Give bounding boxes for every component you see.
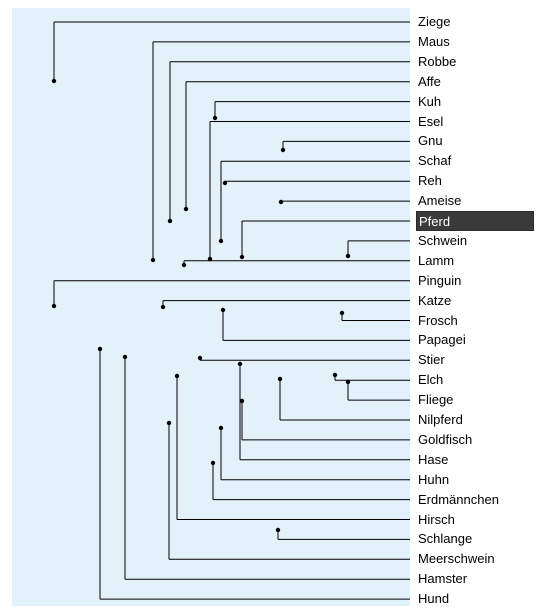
node-dot xyxy=(167,218,173,224)
plot-area xyxy=(12,8,410,606)
node-dot xyxy=(181,262,187,268)
leaf-label[interactable]: Ziege xyxy=(418,14,451,29)
leaf-label[interactable]: Katze xyxy=(418,292,452,308)
leaf-label[interactable]: Papagei xyxy=(418,332,466,348)
node-dot xyxy=(222,180,228,186)
leaf-label[interactable]: Kuh xyxy=(418,93,442,109)
node-dot xyxy=(166,420,172,426)
node-dot xyxy=(150,257,156,263)
node-dot xyxy=(97,346,103,352)
node-dot xyxy=(277,376,283,382)
node-dot xyxy=(183,206,189,212)
node-dot xyxy=(122,354,128,360)
leaf-label[interactable]: Affe xyxy=(418,73,441,89)
node-dot xyxy=(174,373,180,379)
node-dot xyxy=(345,253,351,259)
leaf-label[interactable]: Pferd xyxy=(416,211,534,231)
leaf-label[interactable]: Meerschwein xyxy=(418,551,495,567)
leaf-label[interactable]: Elch xyxy=(418,372,444,388)
node-dot xyxy=(212,115,218,121)
leaf-label[interactable]: Goldfisch xyxy=(418,431,473,447)
node-dot xyxy=(275,527,281,533)
node-dot xyxy=(278,199,284,205)
node-dot xyxy=(160,304,166,310)
leaf-label[interactable]: Stier xyxy=(418,352,445,368)
leaf-label[interactable]: Robbe xyxy=(418,53,457,69)
leaf-label[interactable]: Esel xyxy=(418,113,444,129)
leaf-label[interactable]: Huhn xyxy=(418,471,450,487)
node-dot xyxy=(197,355,203,361)
node-dot xyxy=(51,78,57,84)
leaf-label[interactable]: Hase xyxy=(418,451,449,467)
leaf-label[interactable]: Erdmännchen xyxy=(418,491,499,507)
node-dot xyxy=(239,254,245,260)
node-dot xyxy=(218,425,224,431)
node-dot xyxy=(210,460,216,466)
node-dot xyxy=(239,398,245,404)
leaf-label[interactable]: Frosch xyxy=(418,312,458,328)
leaf-label[interactable]: Gnu xyxy=(418,133,443,149)
node-dot xyxy=(339,310,345,316)
leaf-label[interactable]: Schwein xyxy=(418,232,468,248)
node-dot xyxy=(220,307,226,313)
leaf-label[interactable]: Schlange xyxy=(418,531,473,547)
leaf-label[interactable]: Schaf xyxy=(418,153,452,169)
leaf-label[interactable]: Lamm xyxy=(418,252,455,268)
leaf-label[interactable]: Hund xyxy=(418,591,450,607)
node-dot xyxy=(218,238,224,244)
node-dot xyxy=(237,361,243,367)
node-dot xyxy=(345,379,351,385)
node-dot xyxy=(51,303,57,309)
leaf-label[interactable]: Hamster xyxy=(418,571,468,587)
leaf-label[interactable]: Pinguin xyxy=(418,272,462,288)
node-dot xyxy=(280,147,286,153)
node-dot xyxy=(207,256,213,262)
leaf-label[interactable]: Fliege xyxy=(418,392,454,408)
leaf-label[interactable]: Maus xyxy=(418,33,450,49)
leaf-label[interactable]: Reh xyxy=(418,173,442,189)
node-dot xyxy=(332,372,338,378)
leaf-label[interactable]: Nilpferd xyxy=(418,412,463,427)
leaf-label[interactable]: Ameise xyxy=(418,193,462,209)
leaf-label[interactable]: Hirsch xyxy=(418,511,455,527)
